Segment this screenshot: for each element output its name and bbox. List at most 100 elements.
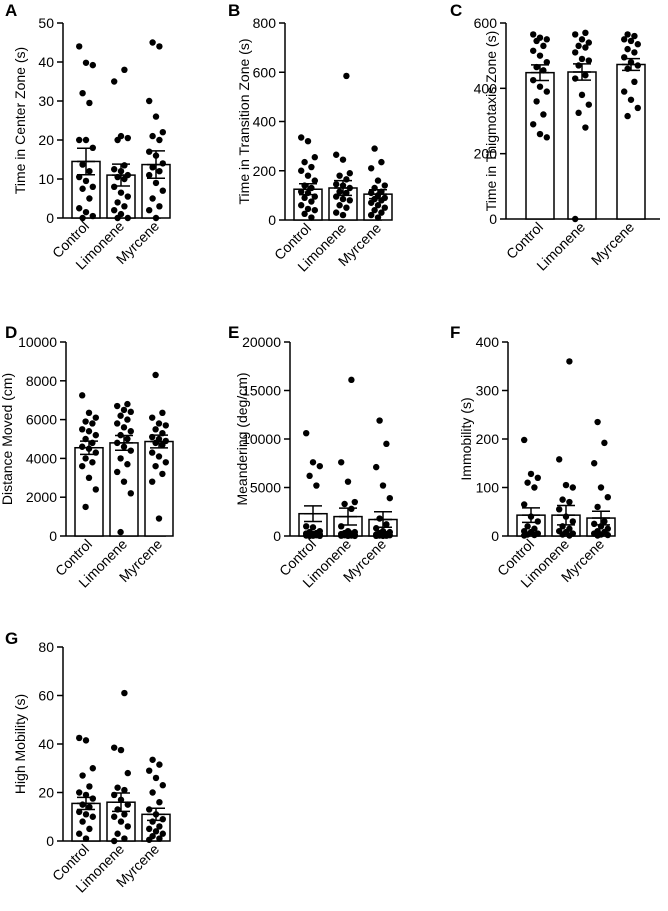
data-point — [79, 90, 86, 97]
y-tick-label: 400 — [253, 114, 277, 130]
data-point — [333, 151, 340, 158]
data-point — [76, 830, 83, 837]
data-point — [559, 496, 566, 503]
data-point — [89, 459, 96, 466]
data-point — [621, 36, 628, 43]
data-point — [527, 513, 535, 520]
data-point — [338, 523, 345, 530]
data-point — [309, 524, 317, 531]
data-point — [379, 482, 387, 489]
bar — [74, 446, 104, 537]
data-point — [120, 406, 128, 414]
data-point — [149, 478, 156, 485]
data-point — [146, 836, 153, 843]
data-point — [594, 532, 601, 539]
data-point — [117, 412, 124, 419]
data-point — [149, 789, 156, 796]
panel-label: F — [450, 323, 460, 342]
data-point — [86, 168, 93, 175]
data-point — [575, 42, 582, 50]
data-point — [92, 414, 100, 421]
data-point — [114, 806, 121, 813]
data-point — [308, 214, 315, 221]
data-point — [79, 426, 86, 433]
data-point — [82, 177, 90, 185]
data-point — [540, 42, 547, 50]
data-point — [156, 136, 163, 144]
data-point — [304, 138, 312, 145]
data-point — [82, 59, 90, 66]
data-point — [124, 193, 131, 200]
data-point — [374, 177, 382, 184]
data-point — [124, 134, 131, 142]
y-tick-label: 10000 — [242, 431, 281, 447]
data-point — [562, 513, 570, 520]
data-point — [89, 813, 97, 820]
y-axis-title: Immobility (s) — [458, 397, 474, 480]
data-point — [111, 207, 118, 214]
data-point — [82, 136, 90, 144]
data-point — [601, 439, 608, 447]
data-point — [82, 835, 90, 842]
data-point — [572, 31, 579, 38]
data-point — [301, 158, 308, 166]
data-point — [111, 744, 118, 751]
data-point — [543, 134, 550, 141]
data-point — [383, 440, 390, 448]
data-point — [111, 837, 118, 845]
data-point — [152, 152, 160, 159]
panel-label: C — [450, 1, 462, 20]
data-point — [82, 208, 90, 216]
data-point — [117, 818, 125, 825]
data-point — [368, 189, 375, 197]
y-tick-label: 300 — [476, 383, 500, 399]
data-point — [531, 484, 538, 491]
y-tick-label: 15000 — [242, 383, 281, 399]
data-point — [89, 795, 97, 802]
data-point — [624, 65, 631, 72]
data-point — [316, 462, 323, 470]
data-point — [159, 129, 166, 136]
data-point — [156, 761, 163, 768]
data-point — [627, 96, 635, 103]
data-point — [124, 400, 131, 408]
y-tick-label: 4000 — [26, 450, 57, 466]
data-point — [313, 482, 320, 489]
panel-label: E — [228, 323, 239, 342]
data-point — [311, 206, 318, 214]
data-point — [82, 503, 89, 511]
data-point — [336, 172, 343, 179]
data-point — [127, 490, 134, 497]
bar — [616, 63, 646, 220]
data-point — [76, 734, 83, 742]
data-point — [530, 31, 537, 38]
data-point — [159, 160, 166, 167]
data-point — [114, 199, 121, 206]
data-point — [373, 463, 380, 471]
data-point — [82, 435, 89, 443]
data-point — [556, 506, 563, 513]
data-point — [631, 49, 638, 56]
data-point — [149, 39, 156, 46]
data-point — [543, 59, 550, 66]
data-point — [631, 78, 638, 86]
data-point — [121, 175, 128, 183]
data-point — [120, 424, 128, 431]
data-point — [591, 520, 598, 528]
data-point — [540, 111, 547, 118]
data-point — [379, 532, 387, 540]
data-point — [127, 447, 134, 454]
data-point — [121, 786, 128, 794]
data-point — [621, 88, 628, 95]
data-point — [79, 818, 86, 825]
data-point — [316, 532, 323, 540]
data-point — [524, 479, 531, 486]
data-point — [149, 132, 156, 140]
data-point — [124, 461, 131, 468]
data-point — [348, 505, 355, 513]
data-point — [368, 211, 375, 219]
data-point — [343, 72, 350, 80]
data-point — [534, 518, 541, 525]
